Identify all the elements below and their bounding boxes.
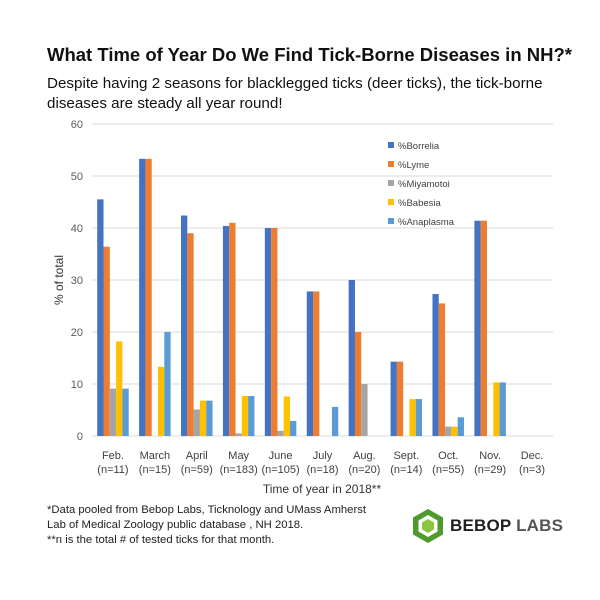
bar	[145, 158, 152, 436]
bar	[432, 294, 439, 436]
y-tick-label: 30	[71, 275, 83, 287]
legend-label: %Babesia	[398, 198, 441, 209]
bar	[313, 291, 320, 436]
legend-swatch	[388, 218, 394, 224]
logo-word-labs: LABS	[516, 516, 564, 535]
bar	[164, 332, 171, 436]
bar	[445, 426, 452, 436]
bar	[97, 199, 104, 436]
bar	[206, 400, 213, 436]
logo-hexagon-icon	[413, 509, 443, 543]
x-tick-sublabel: (n=11)	[97, 464, 128, 476]
legend-label: %Borrelia	[398, 141, 440, 152]
bar	[187, 233, 194, 436]
footnotes: *Data pooled from Bebop Labs, Ticknology…	[47, 503, 366, 548]
bar	[264, 228, 272, 436]
x-tick-sublabel: (n=55)	[432, 464, 464, 476]
x-tick-label: Oct.	[438, 450, 458, 462]
legend-swatch	[388, 161, 394, 167]
bar	[361, 384, 368, 436]
x-tick-label: Dec.	[521, 450, 544, 462]
bar	[109, 388, 117, 436]
legend-swatch	[388, 142, 394, 148]
x-tick-sublabel: (n=14)	[390, 464, 422, 476]
y-tick-label: 20	[71, 327, 83, 339]
bar	[290, 420, 297, 436]
y-tick-label: 0	[77, 431, 83, 443]
bar	[158, 366, 165, 436]
y-tick-label: 10	[71, 379, 83, 391]
footnote-line-2: Lab of Medical Zoology public database ,…	[47, 519, 304, 531]
legend-swatch	[388, 199, 394, 205]
bar	[277, 430, 284, 436]
bar	[396, 361, 404, 436]
y-tick-label: 40	[71, 223, 83, 235]
bar	[409, 399, 416, 436]
bar	[480, 220, 487, 436]
x-tick-label: Feb.	[102, 450, 124, 462]
bar	[229, 222, 236, 436]
footnote-line-1: *Data pooled from Bebop Labs, Ticknology…	[47, 504, 366, 516]
bar	[451, 426, 458, 436]
bar	[493, 382, 500, 436]
x-tick-sublabel: (n=20)	[348, 464, 380, 476]
bar	[248, 395, 255, 436]
bar	[181, 215, 188, 436]
x-tick-label: March	[140, 450, 171, 462]
bar	[348, 280, 355, 436]
x-tick-label: May	[228, 450, 249, 462]
legend-label: %Lyme	[398, 160, 429, 171]
bar	[271, 228, 278, 436]
x-tick-sublabel: (n=3)	[519, 464, 545, 476]
bar	[235, 433, 242, 436]
bar	[457, 417, 464, 436]
logo-word-bebop: BEBOP	[450, 516, 512, 535]
bar	[122, 388, 129, 436]
x-tick-label: Nov.	[479, 450, 501, 462]
bar	[390, 361, 397, 436]
bar	[103, 246, 110, 436]
bar	[474, 220, 481, 436]
bar	[438, 303, 446, 436]
x-tick-label: April	[186, 450, 208, 462]
legend-swatch	[388, 180, 394, 186]
x-tick-sublabel: (n=105)	[261, 464, 299, 476]
bar	[306, 291, 314, 436]
bar	[139, 158, 146, 436]
bar	[116, 341, 123, 436]
x-tick-label: June	[269, 450, 293, 462]
x-tick-label: July	[313, 450, 333, 462]
x-tick-label: Aug.	[353, 450, 376, 462]
logo-text: BEBOP LABS	[450, 516, 563, 536]
x-axis-label: Time of year in 2018**	[263, 482, 382, 496]
chart-title: What Time of Year Do We Find Tick-Borne …	[47, 44, 572, 65]
footnote-line-3: **n is the total # of tested ticks for t…	[47, 534, 275, 546]
y-axis-label: % of total	[52, 255, 66, 305]
chart-subtitle: Despite having 2 seasons for blacklegged…	[47, 75, 543, 112]
x-tick-sublabel: (n=59)	[181, 464, 213, 476]
bar	[499, 382, 506, 436]
x-tick-sublabel: (n=183)	[220, 464, 258, 476]
legend-label: %Anaplasma	[398, 217, 455, 228]
y-tick-label: 60	[71, 119, 83, 131]
bar	[415, 399, 423, 436]
bebop-labs-logo: BEBOP LABS	[410, 508, 563, 544]
x-tick-sublabel: (n=18)	[306, 464, 338, 476]
bar	[283, 396, 291, 436]
bar	[222, 225, 230, 436]
x-tick-sublabel: (n=15)	[139, 464, 171, 476]
x-tick-sublabel: (n=29)	[474, 464, 506, 476]
legend-label: %Miyamotoi	[398, 179, 450, 190]
bar	[331, 406, 339, 436]
x-tick-label: Sept.	[393, 450, 419, 462]
bar	[193, 409, 200, 436]
y-tick-label: 50	[71, 171, 83, 183]
bar	[199, 400, 207, 436]
bar	[354, 332, 362, 436]
bar	[241, 395, 249, 436]
